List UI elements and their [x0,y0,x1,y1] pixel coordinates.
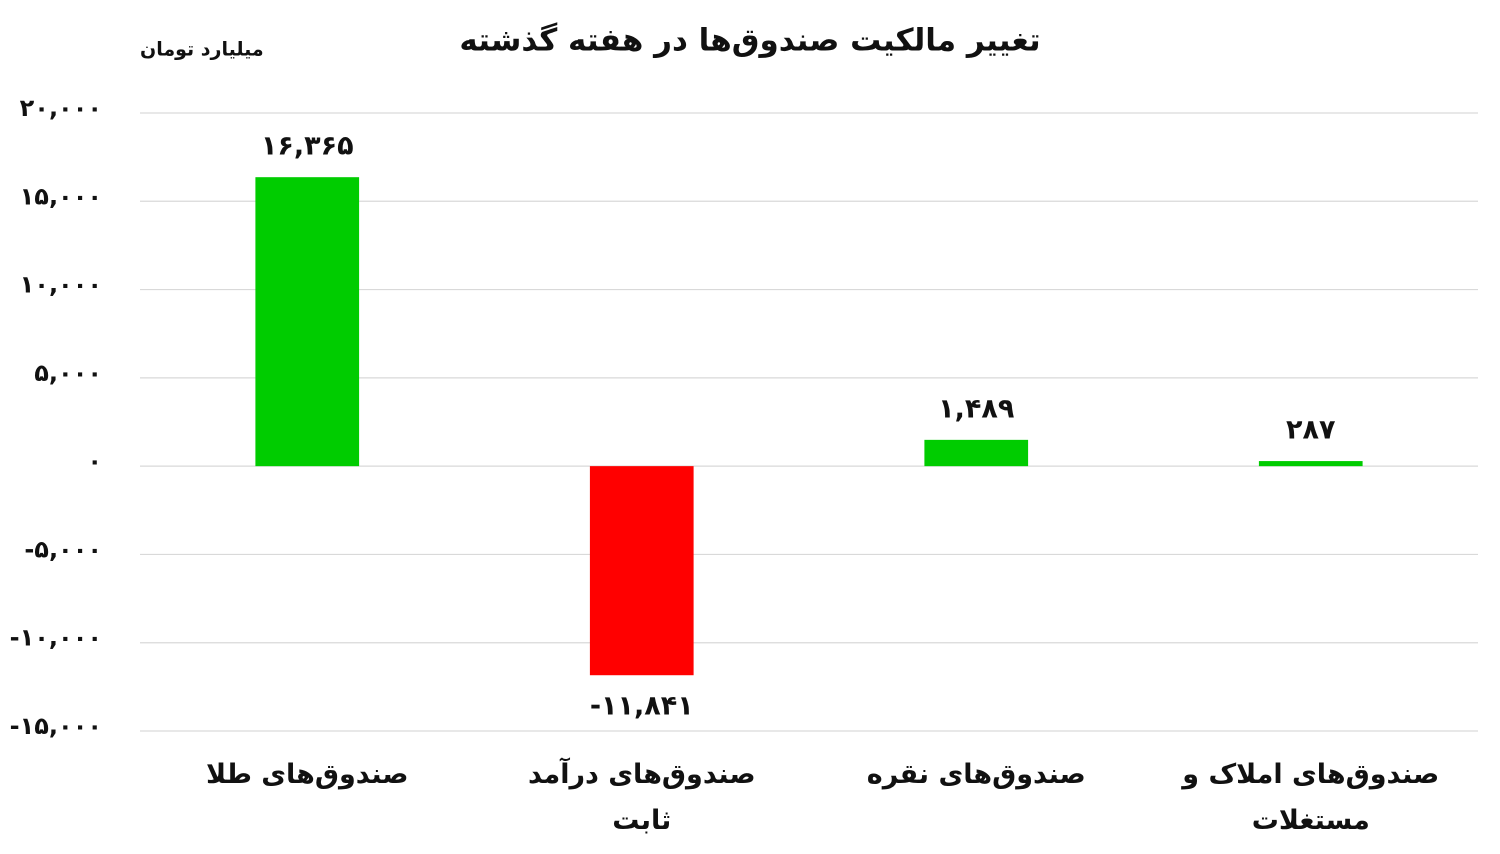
y-tick-label: -۵,۰۰۰ [24,535,102,563]
y-tick-label: ۵,۰۰۰ [34,359,102,387]
bar [1258,461,1363,467]
y-tick-label: -۱۵,۰۰۰ [10,712,102,740]
x-tick-label: صندوق‌های طلا [205,759,409,790]
data-label: ۱,۴۸۹ [938,393,1014,424]
y-axis-label: میلیارد تومان [140,39,264,61]
y-tick-label: ۱۰,۰۰۰ [20,271,102,299]
bar [255,177,360,467]
bar [589,466,694,676]
y-tick-label: -۱۰,۰۰۰ [10,624,102,652]
y-tick-label: ۰ [87,447,102,475]
data-label: ۲۸۷ [1286,415,1336,446]
x-tick-label: صندوق‌های املاک و مستغلات [1182,759,1440,836]
data-label: -۱۱,۸۴۱ [590,691,694,722]
x-tick-label: صندوق‌های درآمد ثابت [527,759,756,836]
x-tick-label: صندوق‌های نقره [866,759,1086,790]
chart-title: تغییر مالکیت صندوق‌ها در هفته گذشته [459,22,1040,59]
data-label: ۱۶,۳۶۵ [261,131,354,162]
y-tick-label: ۱۵,۰۰۰ [20,182,102,210]
bar [924,439,1029,467]
y-tick-label: ۲۰,۰۰۰ [20,94,102,122]
